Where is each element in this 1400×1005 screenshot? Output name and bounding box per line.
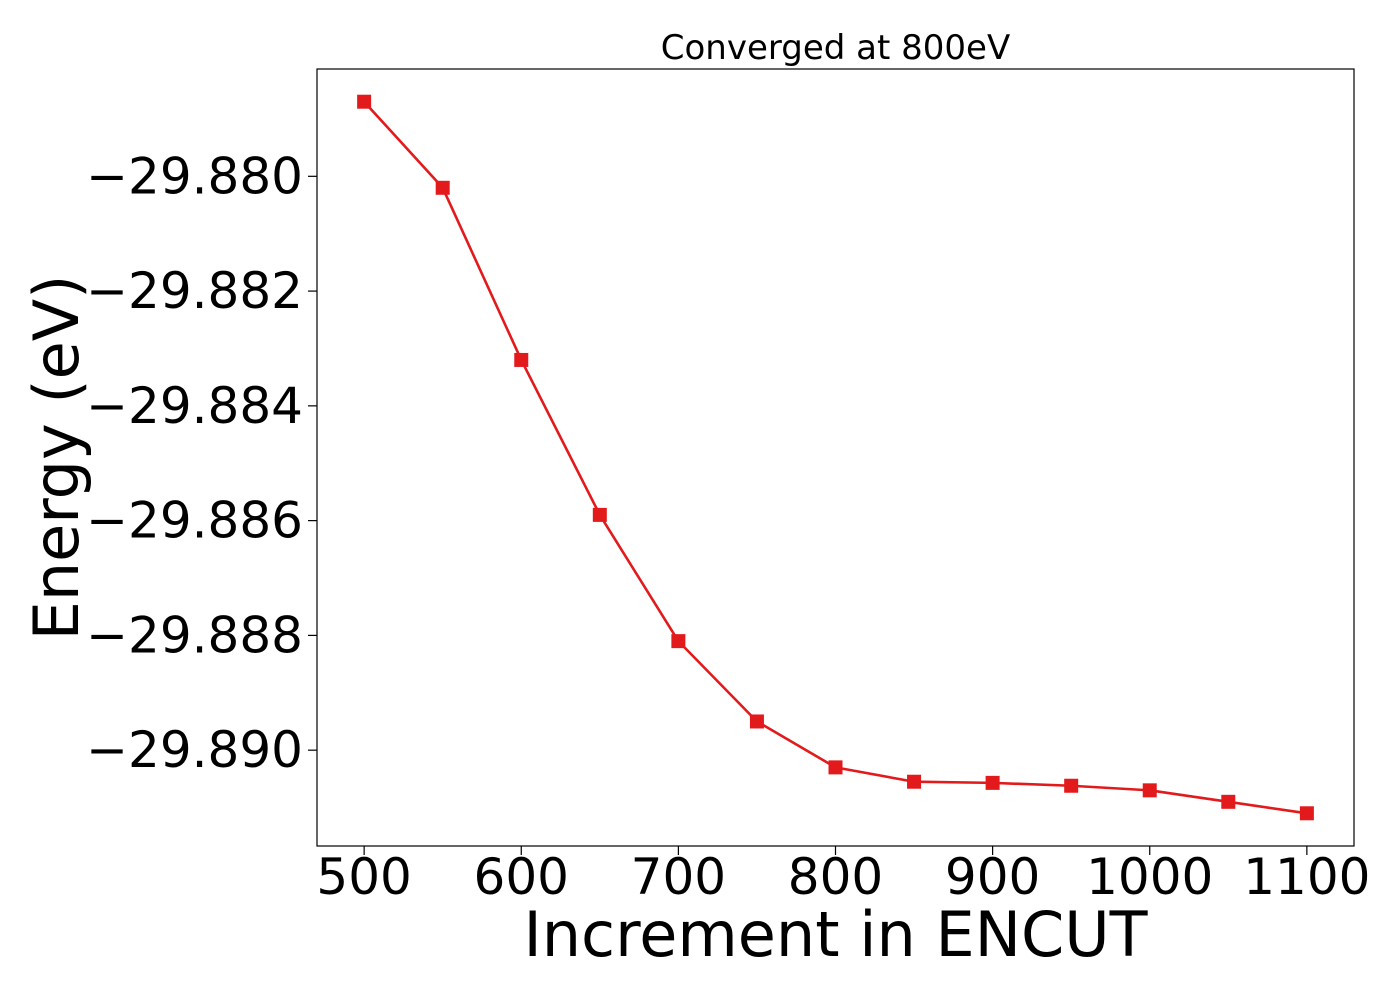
data-point <box>1299 806 1314 821</box>
x-tick-label: 700 <box>631 848 726 906</box>
x-tick-label: 600 <box>474 848 569 906</box>
data-point <box>514 352 529 367</box>
y-tick-label: −29.888 <box>86 606 303 664</box>
y-tick-label: −29.886 <box>86 492 303 550</box>
data-point <box>1142 783 1157 798</box>
x-tick-label: 900 <box>945 848 1040 906</box>
y-axis: −29.880 −29.882 −29.884 −29.886 −29.888 −29.8… <box>86 147 317 779</box>
y-tick-label: −29.890 <box>86 721 303 779</box>
x-tick-label: 1100 <box>1243 848 1370 906</box>
data-point <box>671 634 686 649</box>
x-tick-label: 1000 <box>1086 848 1213 906</box>
x-tick-label: 800 <box>788 848 883 906</box>
y-tick-label: −29.882 <box>86 262 303 320</box>
data-point <box>1221 794 1236 809</box>
y-tick-label: −29.880 <box>86 147 303 205</box>
plot-frame <box>316 68 1355 847</box>
data-point <box>828 760 843 775</box>
data-point <box>749 714 764 729</box>
data-point <box>985 775 1000 790</box>
data-point <box>592 507 607 522</box>
data-point <box>907 774 922 789</box>
y-axis-label: Energy (eV) <box>20 275 93 641</box>
data-point <box>357 94 372 109</box>
data-point <box>1064 778 1079 793</box>
data-point <box>435 180 450 195</box>
series-line <box>363 100 1308 815</box>
x-axis: 500 600 700 800 900 1000 1100 <box>316 846 1370 906</box>
y-tick-label: −29.884 <box>86 377 303 435</box>
x-tick-label: 500 <box>316 848 411 906</box>
x-axis-label: Increment in ENCUT <box>523 898 1148 971</box>
chart-title: Converged at 800eV <box>661 28 1010 68</box>
series-layer <box>357 94 1314 821</box>
